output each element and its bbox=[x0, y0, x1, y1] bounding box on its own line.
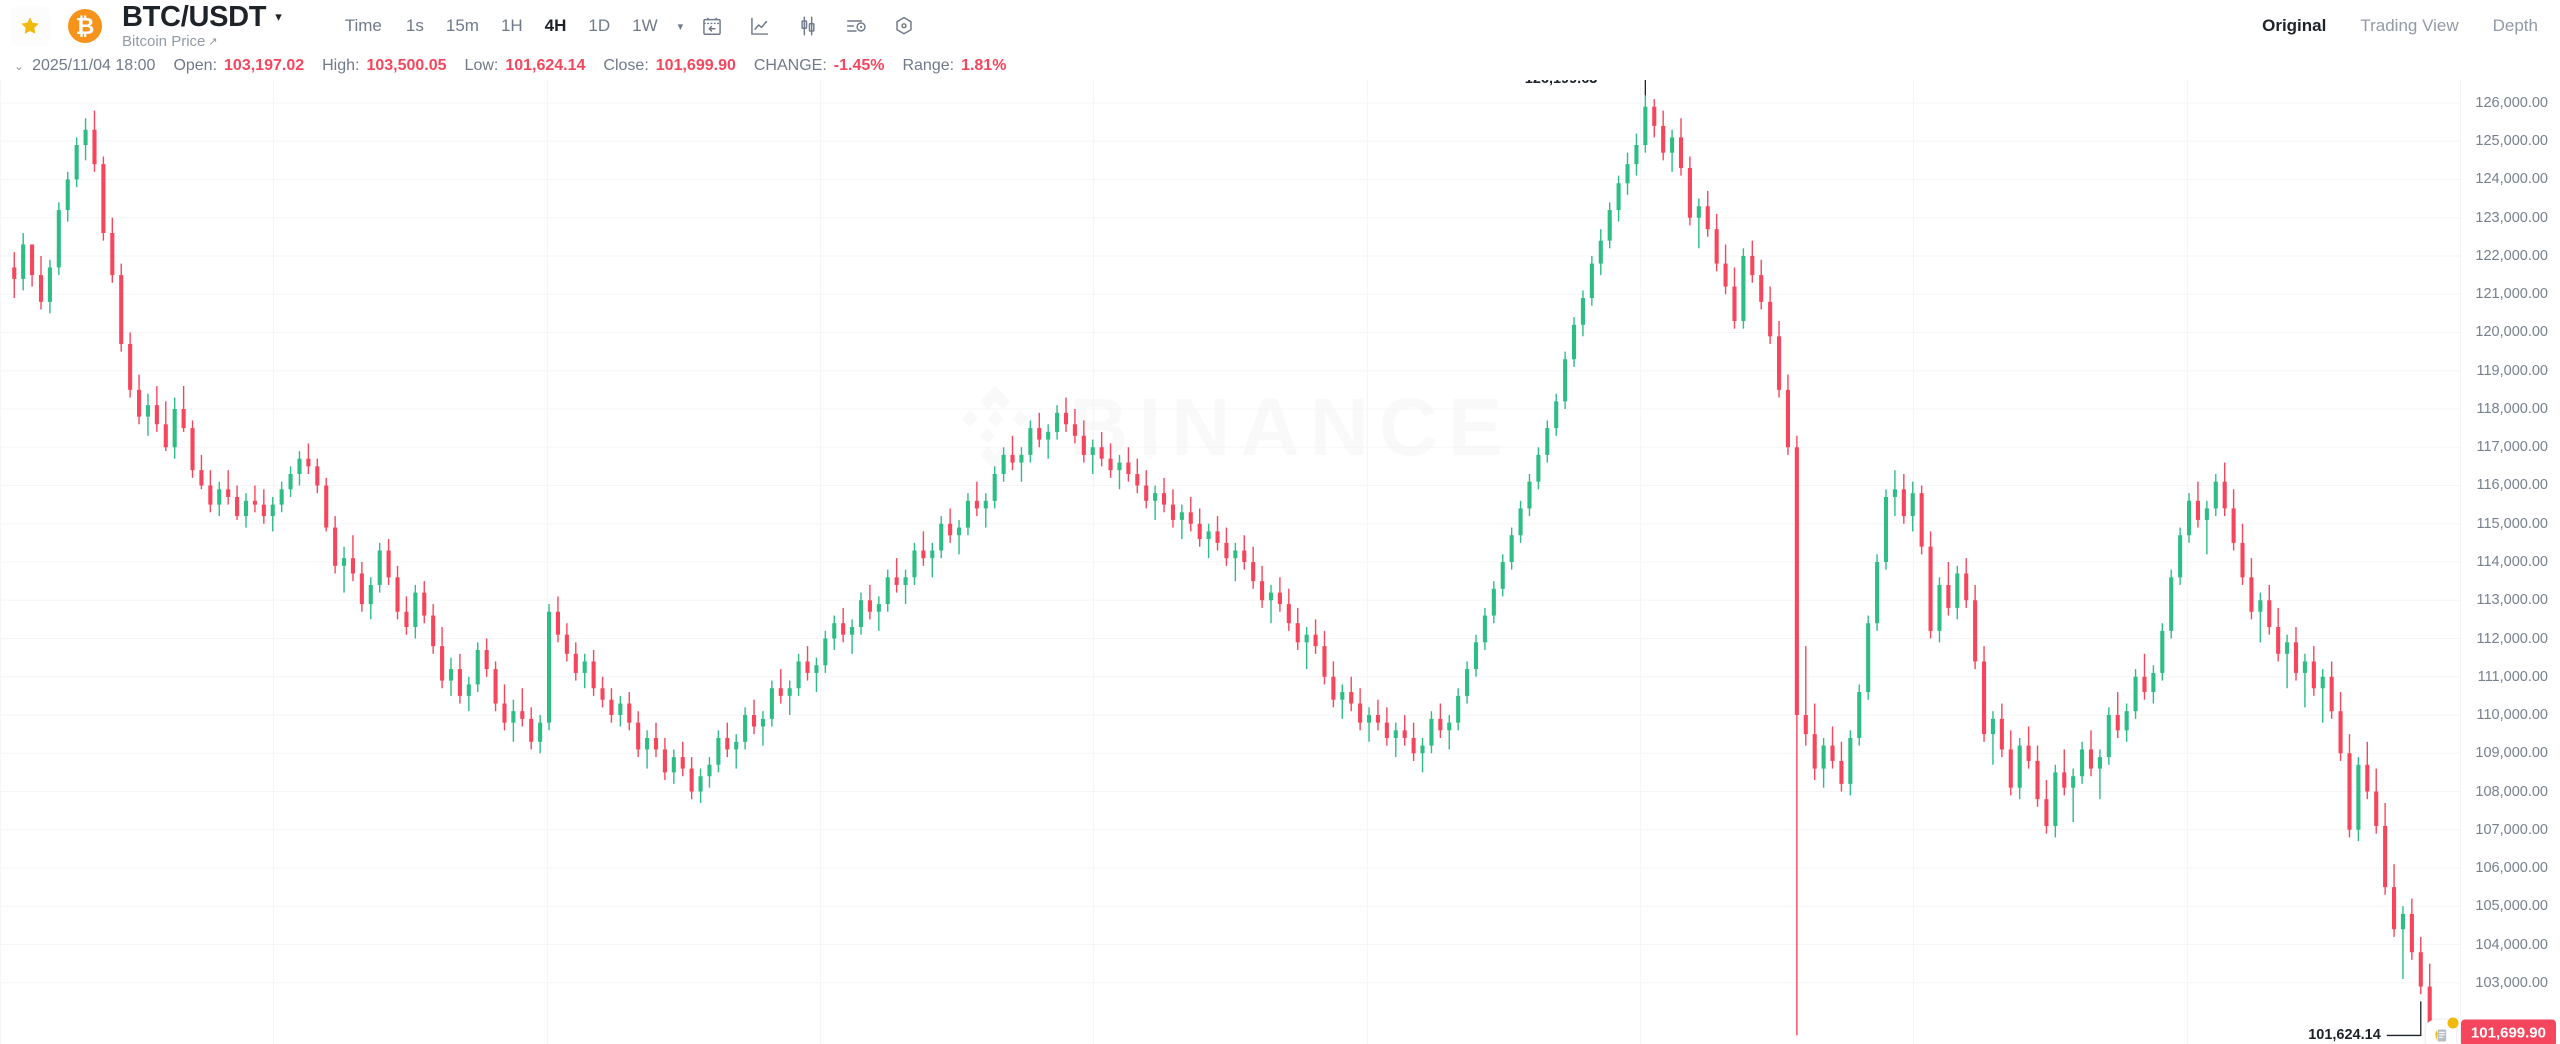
price-tick: 105,000.00 bbox=[2475, 898, 2548, 915]
price-tick: 120,000.00 bbox=[2475, 324, 2548, 341]
price-tick: 112,000.00 bbox=[2476, 630, 2549, 647]
ohlc-open-label: Open: bbox=[173, 57, 218, 74]
ohlc-open-value: 103,197.02 bbox=[224, 57, 305, 74]
timeframe-group: Time 1s 15m 1H 4H 1D 1W ▾ bbox=[332, 9, 697, 43]
bitcoin-symbol: ₿ bbox=[75, 12, 95, 39]
price-tick: 103,000.00 bbox=[2475, 974, 2548, 991]
price-tick: 117,000.00 bbox=[2476, 439, 2549, 456]
price-tick: 118,000.00 bbox=[2476, 400, 2549, 417]
timeframe-15m[interactable]: 15m bbox=[445, 16, 479, 35]
price-tick: 107,000.00 bbox=[2475, 821, 2548, 838]
tab-trading-view[interactable]: Trading View bbox=[2360, 16, 2459, 35]
line-chart-icon[interactable] bbox=[749, 15, 771, 37]
time-label: Time bbox=[344, 16, 382, 35]
external-link-icon: ↗ bbox=[208, 36, 218, 49]
tab-original[interactable]: Original bbox=[2262, 16, 2327, 35]
ohlc-date: 2025/11/04 18:00 bbox=[32, 57, 156, 74]
candlestick-icon[interactable] bbox=[797, 15, 819, 37]
ohlc-legend: ⌄ 2025/11/04 18:00 Open: 103,197.02 High… bbox=[0, 52, 2560, 80]
ohlc-high-value: 103,500.05 bbox=[366, 57, 447, 74]
price-tick: 108,000.00 bbox=[2475, 783, 2548, 800]
price-tick: 125,000.00 bbox=[2475, 133, 2548, 150]
timeframe-1d[interactable]: 1D bbox=[588, 16, 611, 35]
price-tick: 113,000.00 bbox=[2476, 592, 2549, 609]
price-tick: 122,000.00 bbox=[2475, 247, 2548, 264]
bitcoin-icon: ₿ bbox=[68, 9, 102, 43]
price-tick: 124,000.00 bbox=[2475, 171, 2548, 188]
price-tick: 104,000.00 bbox=[2475, 936, 2548, 953]
ohlc-close-label: Close: bbox=[603, 57, 649, 74]
favorite-star-icon[interactable] bbox=[10, 6, 50, 46]
price-tick: 114,000.00 bbox=[2476, 554, 2549, 570]
view-tabs: Original Trading View Depth bbox=[2262, 0, 2538, 52]
pair-name: BTC/USDT bbox=[122, 0, 267, 33]
price-tick: 109,000.00 bbox=[2475, 745, 2548, 762]
ohlc-low-value: 101,624.14 bbox=[505, 57, 586, 74]
pair-block: BTC/USDT ▾ Bitcoin Price ↗ bbox=[122, 0, 282, 50]
settings-hex-icon[interactable] bbox=[893, 15, 915, 37]
ohlc-change-value: -1.45% bbox=[833, 57, 885, 74]
pair-selector[interactable]: BTC/USDT ▾ bbox=[122, 0, 282, 33]
top-toolbar: ₿ BTC/USDT ▾ Bitcoin Price ↗ Time 1s 15m… bbox=[0, 0, 2560, 52]
price-tick: 123,000.00 bbox=[2475, 209, 2548, 226]
indicators-icon[interactable] bbox=[845, 15, 867, 37]
marker-dot-icon bbox=[2447, 1017, 2459, 1029]
annotation-lines bbox=[1644, 80, 2422, 1037]
price-tick: 110,000.00 bbox=[2476, 707, 2549, 724]
ohlc-range-label: Range: bbox=[902, 57, 955, 74]
ohlc-range-value: 1.81% bbox=[961, 57, 1007, 74]
ohlc-low-label: Low: bbox=[464, 57, 499, 74]
timeframe-4h[interactable]: 4H bbox=[544, 16, 567, 35]
chart-gridlines bbox=[0, 80, 2460, 1044]
price-tick: 111,000.00 bbox=[2477, 668, 2548, 685]
collapse-chevron-icon[interactable]: ⌄ bbox=[14, 59, 25, 73]
ohlc-change-label: CHANGE: bbox=[753, 57, 827, 74]
price-tick: 126,000.00 bbox=[2475, 94, 2548, 111]
timeframe-1h[interactable]: 1H bbox=[500, 16, 523, 35]
price-tick: 106,000.00 bbox=[2475, 860, 2548, 877]
price-tick: 119,000.00 bbox=[2476, 362, 2549, 379]
calendar-back-icon[interactable] bbox=[701, 15, 723, 37]
chevron-down-icon: ▾ bbox=[275, 9, 282, 24]
ohlc-high-label: High: bbox=[322, 57, 360, 74]
timeframe-more-chevron-down-icon[interactable]: ▾ bbox=[677, 20, 684, 33]
candle-series bbox=[12, 95, 2432, 1036]
candlestick-chart[interactable]: BINANCE 126,199.63 101,624.14 bbox=[0, 80, 2460, 1044]
price-tick: 116,000.00 bbox=[2476, 477, 2549, 494]
chart-tool-icons bbox=[701, 15, 915, 37]
price-axis[interactable]: 126,000.00 125,000.00 124,000.00 123,000.00… bbox=[2460, 80, 2560, 1044]
tab-depth[interactable]: Depth bbox=[2492, 16, 2538, 35]
ohlc-close-value: 101,699.90 bbox=[655, 57, 736, 74]
current-price-badge[interactable]: 101,699.90 bbox=[2460, 1019, 2556, 1044]
pair-subtitle-link[interactable]: Bitcoin Price ↗ bbox=[122, 33, 282, 50]
timeframe-1w[interactable]: 1W bbox=[632, 16, 658, 35]
period-high-annotation: 126,199.63 bbox=[1525, 80, 1598, 87]
timeframe-1s[interactable]: 1s bbox=[405, 16, 424, 35]
price-tick: 115,000.00 bbox=[2476, 515, 2549, 532]
price-tick: 121,000.00 bbox=[2475, 286, 2548, 303]
pair-subtitle: Bitcoin Price bbox=[122, 33, 206, 51]
period-low-annotation: 101,624.14 bbox=[2308, 1027, 2381, 1044]
